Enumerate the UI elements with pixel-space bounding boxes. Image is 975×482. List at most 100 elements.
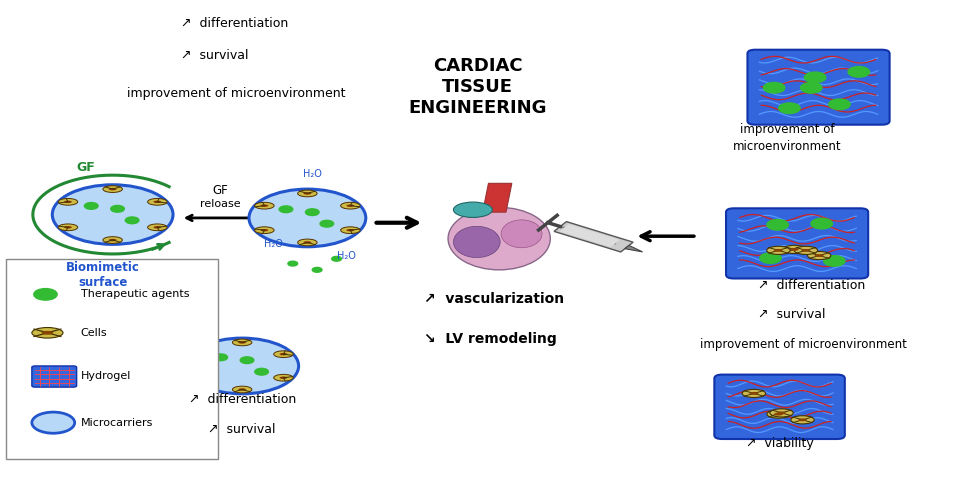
Ellipse shape: [774, 249, 783, 252]
Text: improvement of microenvironment: improvement of microenvironment: [700, 338, 907, 351]
Ellipse shape: [147, 224, 167, 231]
Ellipse shape: [774, 413, 783, 415]
Circle shape: [249, 189, 366, 247]
Text: H₂O: H₂O: [337, 251, 356, 261]
Ellipse shape: [260, 229, 268, 231]
Ellipse shape: [297, 190, 317, 197]
Circle shape: [240, 357, 254, 363]
Circle shape: [811, 218, 833, 229]
Ellipse shape: [303, 241, 311, 243]
Ellipse shape: [197, 353, 205, 355]
Circle shape: [214, 354, 227, 361]
Text: GF: GF: [76, 161, 95, 174]
Text: ↗  survival: ↗ survival: [759, 308, 826, 321]
Ellipse shape: [147, 199, 167, 205]
Polygon shape: [560, 224, 620, 247]
Circle shape: [848, 67, 870, 77]
Ellipse shape: [238, 341, 246, 344]
Ellipse shape: [280, 376, 288, 379]
Ellipse shape: [795, 246, 818, 254]
Text: improvement of microenvironment: improvement of microenvironment: [128, 87, 346, 100]
Circle shape: [34, 289, 58, 300]
Ellipse shape: [32, 327, 63, 338]
Circle shape: [829, 99, 850, 109]
Ellipse shape: [260, 204, 268, 207]
Ellipse shape: [346, 229, 354, 231]
Polygon shape: [483, 183, 512, 212]
Circle shape: [800, 82, 822, 93]
Ellipse shape: [340, 202, 360, 209]
FancyBboxPatch shape: [32, 366, 77, 387]
Ellipse shape: [340, 227, 360, 234]
Ellipse shape: [64, 226, 72, 228]
Text: ↗  viability: ↗ viability: [746, 437, 813, 450]
Ellipse shape: [750, 392, 759, 395]
Ellipse shape: [791, 416, 814, 424]
Ellipse shape: [453, 202, 492, 217]
Circle shape: [804, 72, 826, 82]
Circle shape: [767, 219, 789, 230]
Polygon shape: [625, 245, 643, 252]
Ellipse shape: [42, 331, 54, 335]
Circle shape: [32, 412, 75, 433]
Circle shape: [185, 338, 298, 394]
FancyBboxPatch shape: [6, 259, 217, 459]
Text: reloase: reloase: [201, 200, 241, 209]
Text: ↗  survival: ↗ survival: [209, 423, 276, 436]
Ellipse shape: [303, 192, 311, 195]
Ellipse shape: [191, 351, 211, 358]
Circle shape: [85, 202, 98, 209]
Ellipse shape: [453, 227, 500, 257]
Ellipse shape: [197, 376, 205, 379]
Ellipse shape: [232, 386, 252, 393]
Circle shape: [279, 206, 292, 213]
Ellipse shape: [153, 226, 161, 228]
Text: ↗  vascularization: ↗ vascularization: [424, 293, 565, 307]
Text: ↗  differentiation: ↗ differentiation: [188, 393, 295, 406]
Ellipse shape: [58, 199, 78, 205]
Circle shape: [312, 268, 322, 272]
Ellipse shape: [58, 224, 78, 231]
Circle shape: [288, 261, 297, 266]
Ellipse shape: [783, 245, 806, 254]
Ellipse shape: [280, 353, 288, 355]
Ellipse shape: [346, 204, 354, 207]
Ellipse shape: [238, 388, 246, 391]
Circle shape: [53, 185, 173, 244]
Text: CARDIAC
TISSUE
ENGINEERING: CARDIAC TISSUE ENGINEERING: [409, 57, 547, 117]
Circle shape: [320, 220, 333, 227]
FancyBboxPatch shape: [748, 50, 889, 125]
Circle shape: [779, 103, 800, 113]
Ellipse shape: [153, 201, 161, 203]
Ellipse shape: [790, 248, 799, 251]
Circle shape: [763, 82, 785, 93]
Ellipse shape: [807, 252, 831, 260]
Ellipse shape: [815, 254, 824, 257]
Ellipse shape: [777, 412, 786, 415]
Text: H₂O: H₂O: [303, 169, 322, 179]
Text: Cells: Cells: [81, 328, 107, 338]
Text: ↘  LV remodeling: ↘ LV remodeling: [424, 332, 557, 346]
Text: GF: GF: [213, 184, 228, 197]
Ellipse shape: [109, 188, 117, 190]
Ellipse shape: [501, 220, 542, 248]
Text: microenvironment: microenvironment: [733, 140, 841, 153]
Text: ↗  differentiation: ↗ differentiation: [759, 279, 866, 292]
Text: Therapeutic agents: Therapeutic agents: [81, 289, 189, 299]
Ellipse shape: [254, 202, 274, 209]
Circle shape: [111, 205, 125, 212]
Text: ↗  differentiation: ↗ differentiation: [180, 17, 288, 30]
Circle shape: [824, 255, 845, 266]
Ellipse shape: [770, 409, 794, 417]
Ellipse shape: [232, 339, 252, 346]
Text: Biomimetic
surface: Biomimetic surface: [66, 261, 139, 289]
Polygon shape: [554, 222, 633, 252]
Ellipse shape: [103, 237, 123, 243]
Ellipse shape: [767, 410, 791, 418]
Ellipse shape: [254, 227, 274, 234]
Text: Microcarriers: Microcarriers: [81, 418, 153, 428]
Text: H₂O: H₂O: [264, 239, 283, 249]
Ellipse shape: [799, 418, 807, 421]
Circle shape: [254, 368, 268, 375]
Ellipse shape: [109, 239, 117, 241]
